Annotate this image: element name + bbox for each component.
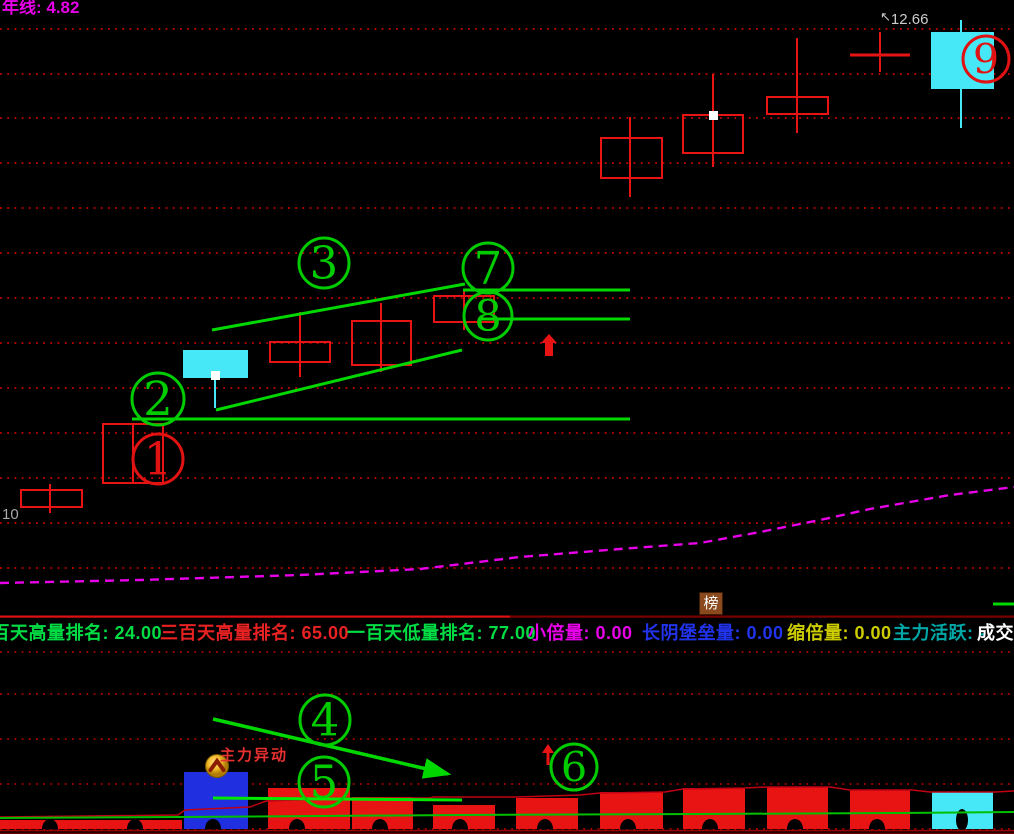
price-annotation-value: 12.66 [890, 11, 929, 28]
annotation-green-line [215, 348, 463, 412]
annotation-circle [298, 693, 352, 747]
bottom-border-line [0, 832, 1014, 834]
down-trend-arrow [212, 717, 452, 779]
annotation-arrow-icon: ↖ [880, 10, 891, 25]
annotation-circle [131, 432, 185, 486]
bottom-border-line [0, 829, 1014, 832]
bump-marker [42, 819, 58, 829]
candle-marker [709, 111, 718, 120]
bump-marker [787, 819, 803, 829]
candle-body [102, 423, 164, 484]
annotation-circle [549, 742, 599, 792]
bump-marker [702, 819, 718, 829]
pane-separator [0, 615, 510, 618]
indicator-item: 成交 [977, 623, 1014, 643]
volume-bar [184, 772, 248, 829]
candle-body [600, 137, 663, 179]
indicator-item: 主力活跃: - [893, 623, 986, 643]
bang-badge[interactable]: 榜 [699, 592, 723, 615]
annotation-green-line [211, 282, 466, 332]
oval-marker [956, 809, 968, 831]
annotation-circle-number: 8 [474, 292, 501, 342]
indicator-item: 小倍量: 0.00 [528, 623, 633, 643]
up-arrow-marker [541, 334, 557, 356]
bump-marker [620, 819, 636, 829]
bump-marker [372, 819, 388, 829]
candle-marker [211, 371, 220, 380]
volume-ma-green [0, 811, 1014, 819]
y-axis-label: 10 [2, 506, 19, 523]
annotation-circle-number: 2 [143, 373, 173, 427]
candle-body [351, 320, 412, 366]
annotation-circle-number: 5 [310, 756, 339, 809]
annotation-circle-number: 4 [311, 694, 340, 747]
indicator-item: 长阴堡垒量: 0.00 [642, 623, 784, 643]
indicator-item: 缩倍量: 0.00 [787, 623, 892, 643]
indicator-item: 三百天高量排名: 65.00 [160, 623, 350, 643]
volume-bar [0, 820, 182, 829]
annotation-circle [297, 236, 351, 290]
annotation-circle-number: 9 [973, 35, 999, 83]
indicator-item: 一百天低量排名: 77.00 [347, 623, 537, 643]
annotation-circle [462, 290, 514, 342]
annotation-circle [297, 755, 351, 809]
bump-marker [127, 819, 143, 829]
bump-marker [537, 819, 553, 829]
pane-separator [510, 615, 1014, 618]
volume-ma-red [0, 786, 1014, 818]
green-segment [212, 796, 463, 802]
annotation-circle [130, 371, 186, 427]
annotation-circle-number: 6 [561, 743, 587, 791]
volume-bar [268, 788, 350, 829]
annotation-circle-number: 3 [310, 237, 339, 290]
annotation-circle [961, 34, 1011, 84]
indicator-item: 一百天高量排名: 24.00 [0, 623, 163, 643]
price-annotation: ↖12.66 [880, 10, 928, 29]
chevron-up-icon [208, 757, 226, 772]
bump-marker [205, 819, 221, 829]
ma-value-label: 年线: 4.82 [2, 0, 80, 17]
annotation-circle-number: 1 [144, 433, 173, 486]
zhuli-yidong-label: 主力异动 [220, 747, 289, 764]
bump-marker [289, 819, 305, 829]
candle-body [269, 341, 331, 363]
red-flag-marker [542, 744, 554, 753]
bump-marker [452, 819, 468, 829]
yearly-ma-line [0, 485, 1014, 585]
bump-marker [869, 819, 885, 829]
candle-body [766, 96, 829, 115]
annotation-circle-number: 7 [474, 242, 503, 295]
candle-body [20, 489, 83, 508]
